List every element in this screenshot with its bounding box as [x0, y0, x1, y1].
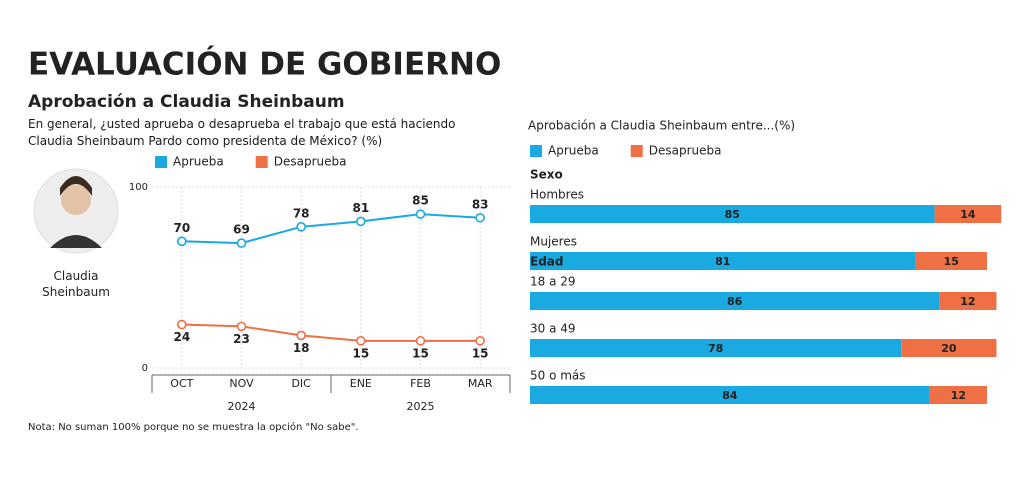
- point: [177, 236, 187, 247]
- data-label: 70: [173, 221, 190, 235]
- category-label: 30 a 49: [530, 322, 576, 336]
- bar: [530, 205, 935, 223]
- data-label: 20: [941, 342, 957, 355]
- data-label: 15: [472, 346, 489, 360]
- x-tick-label: FEB: [410, 377, 431, 390]
- data-label: 15: [352, 346, 369, 360]
- y-tick-label: 100: [129, 182, 148, 193]
- point: [356, 336, 366, 346]
- data-label: 85: [412, 194, 429, 208]
- data-label: 78: [708, 342, 723, 355]
- point: [475, 336, 485, 346]
- data-label: 15: [944, 255, 959, 268]
- bar: [934, 205, 1002, 223]
- bar: [530, 252, 916, 270]
- x-tick-label: NOV: [229, 377, 254, 390]
- bar: [939, 292, 997, 310]
- point: [356, 216, 366, 227]
- data-label: 78: [293, 206, 310, 220]
- group-label: Sexo: [530, 168, 563, 182]
- group-label: Edad: [530, 255, 563, 269]
- category-label: Mujeres: [530, 235, 577, 249]
- legend-label: Aprueba: [173, 155, 224, 169]
- chart-subtitle: En general, ¿usted aprueba o desaprueba …: [28, 117, 456, 148]
- data-label: 14: [960, 208, 976, 221]
- data-label: 18: [293, 341, 310, 355]
- data-label: 85: [725, 208, 740, 221]
- bar: [530, 292, 940, 310]
- photo-caption: Claudia Sheinbaum: [42, 269, 110, 299]
- x-tick-label: DIC: [291, 377, 311, 390]
- bar: [530, 339, 902, 357]
- bar: [901, 339, 997, 357]
- note: Nota: No suman 100% porque no se muestra…: [28, 421, 359, 433]
- data-label: 23: [233, 332, 250, 346]
- point: [296, 222, 306, 232]
- data-label: 81: [715, 255, 730, 268]
- legend-swatch: [530, 145, 542, 157]
- point: [296, 330, 306, 341]
- data-label: 15: [412, 346, 429, 360]
- legend-label: Desaprueba: [274, 155, 347, 169]
- x-tick-label: MAR: [468, 377, 493, 390]
- data-label: 84: [722, 389, 738, 402]
- category-label: Hombres: [530, 188, 584, 202]
- legend-swatch: [155, 156, 167, 168]
- category-label: 18 a 29: [530, 275, 576, 289]
- point: [415, 209, 426, 219]
- bar: [929, 386, 987, 404]
- data-label: 83: [472, 197, 489, 211]
- legend-label: Desaprueba: [649, 144, 722, 158]
- legend-swatch: [255, 156, 268, 168]
- data-label: 12: [960, 295, 975, 308]
- point: [236, 238, 247, 248]
- data-label: 86: [727, 295, 743, 308]
- point: [236, 321, 247, 332]
- data-label: 81: [352, 201, 369, 215]
- line: [181, 323, 481, 342]
- chart-title: Aprobación a Claudia Sheinbaum: [28, 92, 345, 112]
- category-label: 50 o más: [530, 369, 586, 383]
- group-label: 2025: [407, 400, 435, 413]
- data-label: 24: [173, 330, 190, 344]
- point: [415, 336, 426, 346]
- data-label: 12: [951, 389, 966, 402]
- page-title: EVALUACIÓN DE GOBIERNO: [28, 46, 501, 83]
- x-tick-label: OCT: [170, 377, 193, 390]
- point: [177, 319, 187, 330]
- point: [475, 212, 485, 223]
- group-label: 2024: [228, 400, 256, 413]
- y-tick-label: 0: [142, 363, 148, 374]
- line: [181, 213, 481, 245]
- legend-swatch: [630, 145, 643, 157]
- bar: [530, 386, 930, 404]
- data-label: 69: [233, 223, 250, 237]
- chart-title: Aprobación a Claudia Sheinbaum entre...(…: [528, 119, 795, 133]
- x-tick-label: ENE: [350, 377, 372, 390]
- photo: [33, 168, 119, 254]
- bar: [915, 252, 987, 270]
- legend-label: Aprueba: [548, 144, 599, 158]
